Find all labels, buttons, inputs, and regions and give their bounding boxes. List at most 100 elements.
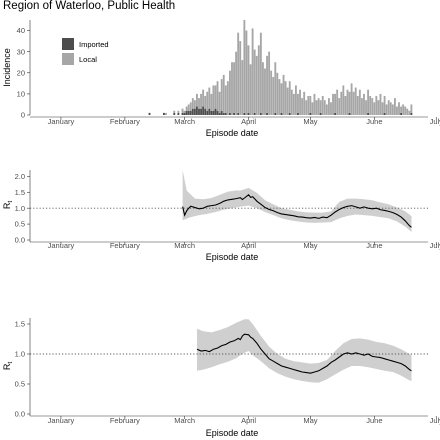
- bar-local: [204, 96, 207, 109]
- rt-line: [182, 194, 412, 228]
- bar-imported: [206, 110, 209, 115]
- y-tick-label-0-3: 30: [17, 47, 25, 56]
- x-tick-label-1-1: February: [110, 241, 140, 250]
- bar-local: [255, 55, 258, 115]
- chart-title: Region of Waterloo, Public Health: [3, 0, 176, 12]
- x-tick-label-2-2: March: [174, 416, 195, 425]
- bar-local: [200, 93, 202, 109]
- bar-imported: [266, 112, 268, 115]
- bar-local: [187, 104, 190, 111]
- bar-local: [389, 102, 392, 115]
- bar-local: [346, 89, 349, 115]
- x-tick-label-1-6: July: [430, 241, 440, 250]
- bar-local: [272, 77, 275, 115]
- bar-local: [373, 102, 376, 115]
- bar-imported: [210, 110, 213, 115]
- bar-local: [334, 93, 337, 113]
- bar-imported: [185, 110, 188, 115]
- y-axis-label-2: Rt: [2, 362, 14, 371]
- bar-local: [332, 93, 334, 115]
- bar-local: [224, 85, 227, 113]
- bar-imported: [288, 112, 291, 115]
- bar-local: [292, 93, 295, 115]
- bar-local: [354, 87, 357, 115]
- bar-local: [282, 74, 285, 115]
- bar-local: [387, 100, 390, 115]
- bar-local: [259, 32, 262, 113]
- y-tick-label-1-3: 1.5: [15, 188, 25, 197]
- x-tick-label-2-5: June: [366, 416, 382, 425]
- bar-local: [360, 98, 363, 115]
- bar-imported: [243, 112, 246, 115]
- bar-imported: [173, 112, 176, 115]
- bar-imported: [233, 112, 235, 115]
- bar-imported: [198, 108, 200, 115]
- bar-local: [193, 100, 196, 109]
- bar-local: [198, 98, 200, 109]
- bar-imported: [259, 112, 262, 115]
- bar-local: [358, 89, 361, 115]
- bar-imported: [181, 112, 184, 115]
- bar-local: [307, 96, 310, 115]
- confidence-band: [182, 170, 412, 233]
- bar-local: [183, 110, 186, 113]
- bar-imported: [189, 110, 192, 115]
- bar-imported: [229, 112, 231, 115]
- bar-local: [253, 49, 256, 113]
- bar-imported: [191, 108, 194, 115]
- y-axis-label-0: Incidence: [2, 48, 12, 87]
- bar-local: [350, 83, 353, 115]
- bar-imported: [214, 108, 217, 115]
- y-tick-label-0-2: 20: [17, 68, 25, 77]
- x-tick-label-2-3: April: [241, 416, 256, 425]
- bar-local: [191, 98, 194, 109]
- bar-local: [233, 62, 235, 113]
- bar-local: [264, 68, 266, 115]
- bar-local: [398, 102, 400, 115]
- y-tick-label-2-2: 1.0: [15, 350, 25, 359]
- confidence-band: [197, 319, 412, 383]
- bar-imported: [309, 112, 312, 115]
- x-tick-label-0-6: July: [430, 117, 440, 126]
- bar-local: [237, 32, 240, 113]
- bar-local: [216, 81, 219, 111]
- bar-imported: [319, 112, 322, 115]
- bar-local: [410, 104, 413, 113]
- bar-local: [231, 62, 233, 115]
- legend-label-imported: Imported: [79, 40, 109, 49]
- x-tick-label-1-3: April: [241, 241, 256, 250]
- bar-local: [257, 45, 260, 116]
- x-tick-label-2-0: January: [48, 416, 75, 425]
- bar-imported: [224, 112, 227, 115]
- bar-local: [369, 96, 372, 115]
- bar-local: [251, 28, 254, 116]
- bar-local: [336, 89, 339, 115]
- bar-local: [317, 98, 320, 115]
- y-tick-label-1-2: 1.0: [15, 204, 25, 213]
- bar-local: [352, 91, 355, 115]
- bar-local: [245, 30, 248, 115]
- y-tick-label-0-0: 0: [21, 111, 25, 120]
- bar-local: [311, 102, 314, 115]
- rt-line: [196, 333, 412, 374]
- bar-local: [315, 100, 318, 115]
- bar-local: [325, 104, 328, 115]
- bar-local: [365, 100, 367, 115]
- x-tick-label-2-1: February: [110, 416, 140, 425]
- bar-local: [270, 70, 273, 115]
- bar-local: [196, 93, 198, 107]
- bar-local: [297, 93, 299, 113]
- x-tick-label-1-0: January: [48, 241, 75, 250]
- x-tick-label-1-5: June: [366, 241, 382, 250]
- bar-imported: [208, 108, 211, 115]
- y-tick-label-0-4: 40: [17, 26, 25, 35]
- bar-local: [268, 51, 271, 115]
- bar-local: [206, 91, 209, 111]
- x-tick-label-0-5: June: [366, 117, 382, 126]
- bar-local: [375, 96, 378, 115]
- bar-imported: [383, 112, 386, 115]
- bar-local: [208, 87, 211, 109]
- bar-local: [381, 102, 384, 115]
- bar-local: [226, 81, 229, 115]
- bar-local: [165, 112, 167, 115]
